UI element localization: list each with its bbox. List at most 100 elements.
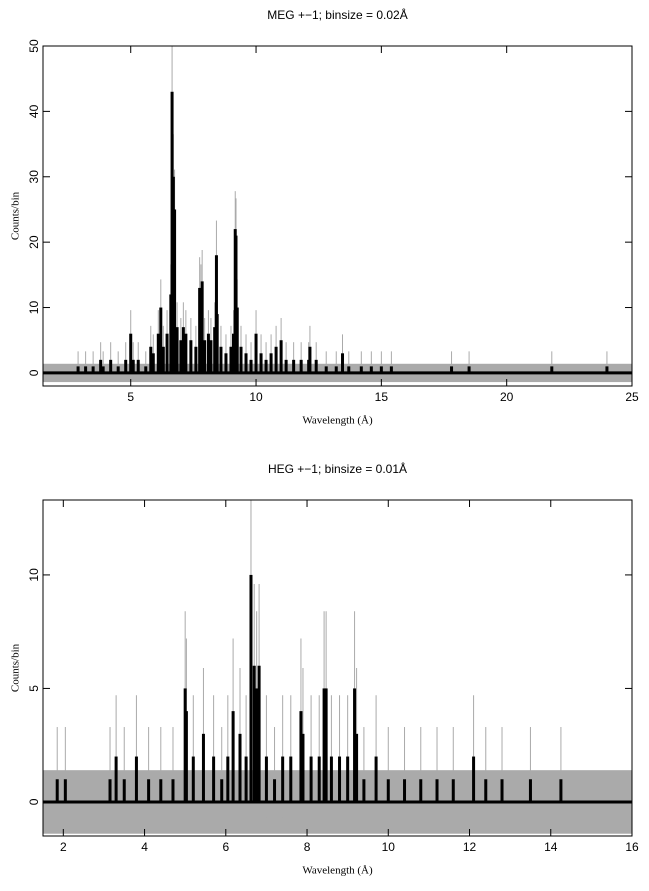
bin [369,366,373,373]
bin [173,209,177,373]
bin [359,366,363,373]
plot-area [43,500,632,834]
y-tick-label: 20 [27,235,41,249]
bin [122,779,126,802]
chart-title: MEG +−1; binsize = 0.02Å [267,7,407,22]
bin [308,346,312,373]
bin [136,359,140,373]
bin [191,756,195,802]
bin [255,688,259,802]
bin [239,346,243,373]
bin [84,366,88,373]
bin [355,733,359,802]
bin [203,340,207,373]
y-axis-label: Counts/bin [10,191,22,240]
bin [264,756,268,802]
plot-area [43,46,632,383]
bin [528,779,532,802]
plot-frame [42,45,633,387]
plot-frame [42,499,633,837]
bin [159,307,163,373]
y-tick-label: 30 [27,170,41,184]
bin [189,340,193,373]
bin [244,353,248,373]
bin [324,366,328,373]
bin [181,327,185,373]
bin [419,779,423,802]
y-tick-label: 0 [27,798,41,805]
x-tick-label: 15 [375,390,389,404]
bin [131,359,135,373]
bin [605,366,609,373]
x-tick-label: 10 [249,390,263,404]
bin [324,688,328,802]
bin [224,353,228,373]
bin [301,733,305,802]
x-tick-label: 10 [382,840,396,854]
bin [353,688,357,802]
bin [244,756,248,802]
bin [559,779,563,802]
bin [347,366,351,373]
x-tick-label: 8 [304,840,311,854]
y-tick-label: 10 [27,301,41,315]
bin [249,359,253,373]
bin [175,327,179,373]
bin [334,366,338,373]
bin [171,779,175,802]
bin [374,756,378,802]
bin [450,366,454,373]
bin [289,756,293,802]
y-tick-label: 10 [27,568,41,582]
bin [229,346,233,373]
bin [435,779,439,802]
bin [403,779,407,802]
bin [257,665,261,802]
bin [161,346,165,373]
bin [114,756,118,802]
bin [99,359,103,373]
x-tick-label: 16 [625,840,639,854]
bin [292,359,296,373]
bin [269,353,273,373]
bin [329,756,333,802]
bin [116,366,120,373]
y-tick-label: 40 [27,104,41,118]
bin [235,307,239,373]
bin [231,711,235,802]
bin [389,366,393,373]
bin [338,756,342,802]
x-tick-label: 5 [127,390,134,404]
x-axis-label: Wavelength (Å) [302,865,373,877]
y-tick-label: 5 [27,685,41,692]
bin [219,346,223,373]
y-axis-label: Counts/bin [10,643,22,692]
x-tick-label: 25 [625,390,639,404]
bin [213,327,217,373]
bin [273,779,277,802]
bin [63,779,67,802]
bin [165,333,169,373]
x-tick-label: 20 [500,390,514,404]
bin [550,366,554,373]
bin [184,711,188,802]
bin [212,756,216,802]
bin [206,333,210,373]
bin [472,756,476,802]
bin [215,314,219,373]
bin [314,359,318,373]
x-tick-label: 6 [222,840,229,854]
bin [252,665,256,802]
bin [194,346,198,373]
bin [317,756,321,802]
bin [109,359,113,373]
bin [279,340,283,373]
bin [179,340,183,373]
bin [101,366,105,373]
bin [151,353,155,373]
x-axis-label: Wavelength (Å) [302,415,373,427]
bin [55,779,59,802]
bin [362,779,366,802]
